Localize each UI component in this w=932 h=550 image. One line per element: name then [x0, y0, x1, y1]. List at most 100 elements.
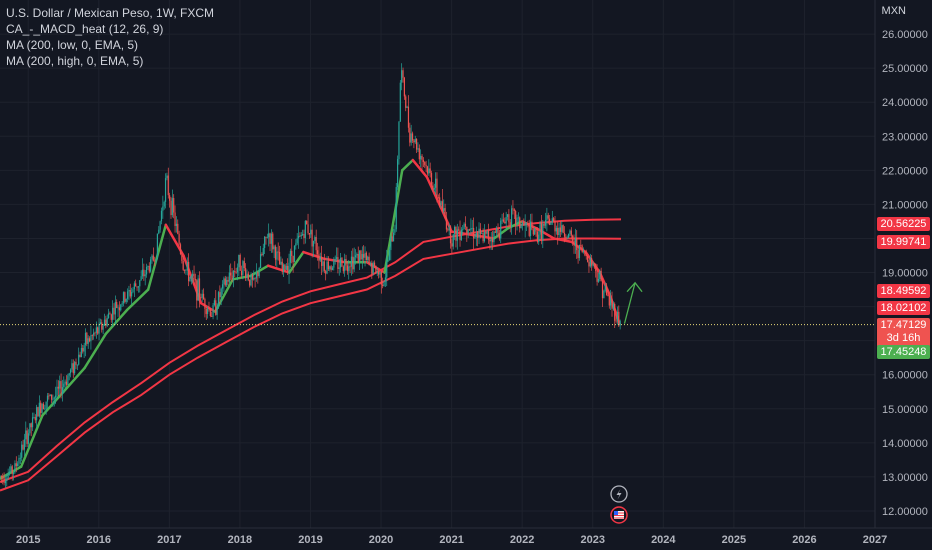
candle-body [90, 335, 92, 342]
candle-body [245, 268, 247, 278]
candle-body [61, 387, 64, 395]
last-price-badge: 17.47129 3d 16h [877, 318, 930, 347]
candle-body [297, 235, 300, 239]
macd-heat-segment [83, 332, 108, 370]
candle-body [80, 347, 83, 358]
candle-body [607, 294, 609, 296]
y-tick-label: 22.00000 [882, 165, 928, 177]
candle-body [459, 230, 461, 241]
currency-unit-label[interactable]: MXN [881, 5, 906, 17]
candle-body [619, 320, 621, 326]
candle-body [204, 299, 206, 309]
candle-body [4, 480, 7, 484]
candle-body [547, 215, 549, 219]
legend-indicator-macd[interactable]: CA_-_MACD_heat (12, 26, 9) [6, 22, 164, 36]
candle-body [238, 254, 240, 268]
candle-body [235, 272, 237, 273]
candle-body [482, 233, 484, 242]
candle-body [337, 257, 339, 269]
ma-high-badge-b: 19.99741 [877, 235, 930, 249]
candle-body [407, 106, 410, 128]
candle-body [302, 234, 304, 235]
candle-body [591, 258, 593, 266]
candle-body [536, 231, 538, 242]
candle-body [56, 386, 58, 396]
candle-body [274, 246, 277, 260]
candle-body [437, 197, 439, 198]
candle-body [356, 254, 358, 256]
candle-body [53, 397, 55, 399]
flag-stripe [614, 517, 624, 519]
candle-body [112, 307, 114, 320]
candle-body [548, 218, 551, 225]
candle-body [117, 307, 119, 309]
candle-body [155, 259, 157, 262]
last-price-value: 17.47129 [880, 319, 927, 331]
candle-body [287, 265, 289, 273]
candle-body [425, 164, 427, 167]
candle-body [30, 423, 32, 428]
candle-body [364, 252, 366, 258]
candle-body [417, 148, 419, 150]
candle-body [550, 222, 552, 225]
candle-body [490, 238, 492, 242]
macd-heat-segment [266, 264, 291, 274]
candle-body [197, 278, 199, 301]
legend-indicator-ma-high[interactable]: MA (200, high, 0, EMA, 5) [6, 54, 144, 68]
candle-body [553, 218, 555, 222]
macd-heat-segment [62, 366, 86, 393]
candle-body [202, 293, 205, 300]
candle-body [300, 234, 302, 237]
candle-body [574, 237, 576, 246]
x-tick-label: 2027 [863, 534, 887, 546]
candle-body [529, 221, 532, 236]
candle-body [209, 308, 211, 317]
candle-body [12, 472, 15, 474]
candle-body [17, 463, 19, 467]
candle-body [521, 223, 524, 225]
candle-body [505, 216, 507, 224]
candle-body [200, 297, 202, 299]
candle-body [467, 229, 469, 234]
candle-body [50, 394, 53, 400]
candle-body [580, 244, 582, 246]
candle-body [384, 277, 386, 282]
candle-body [135, 283, 137, 287]
candle-body [118, 307, 121, 311]
candle-body [353, 257, 355, 270]
candle-body [585, 255, 587, 257]
candle-body [394, 229, 396, 233]
candle-body [570, 230, 572, 236]
candle-body [289, 250, 292, 263]
macd-heat-segment [104, 308, 129, 336]
candle-body [485, 231, 487, 234]
candle-body [421, 155, 423, 161]
candle-body [304, 220, 306, 239]
candle-body [470, 228, 472, 231]
candle-body [156, 233, 159, 260]
y-tick-label: 23.00000 [882, 131, 928, 143]
candle-body [472, 227, 475, 239]
candle-body [582, 251, 585, 253]
legend-indicator-ma-low[interactable]: MA (200, low, 0, EMA, 5) [6, 38, 139, 52]
candle-body [261, 254, 263, 256]
candle-body [475, 232, 477, 238]
candle-body [189, 276, 191, 282]
candle-body [410, 133, 412, 143]
legend-title[interactable]: U.S. Dollar / Mexican Peso, 1W, FXCM [6, 6, 215, 20]
candle-body [558, 227, 560, 236]
candle-body [468, 229, 471, 231]
candle-body [169, 195, 171, 201]
candle-body [259, 254, 262, 269]
candle-body [319, 256, 321, 261]
candle-body [25, 430, 27, 440]
x-tick-label: 2015 [16, 534, 40, 546]
flag-stripe [614, 512, 624, 514]
ma-low-badge-a: 18.49592 [877, 284, 930, 298]
candle-body [264, 236, 266, 248]
candle-body [426, 166, 429, 174]
candle-body [113, 307, 115, 315]
candle-body [462, 229, 464, 231]
